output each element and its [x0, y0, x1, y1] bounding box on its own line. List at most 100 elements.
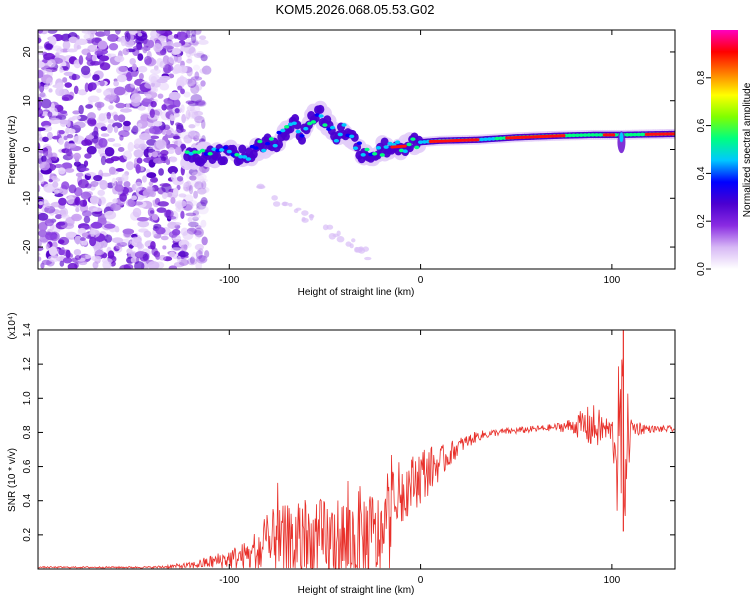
noise-blob	[272, 201, 281, 207]
noise-blob	[38, 30, 43, 34]
ridge-core-cell	[264, 141, 271, 146]
noise-blob	[62, 257, 73, 264]
ridge-core-cell	[375, 146, 382, 150]
noise-blob	[75, 38, 88, 46]
snr-frame	[37, 329, 676, 570]
noise-blob	[200, 54, 208, 62]
ridge-hot-segment	[505, 134, 566, 140]
noise-blob	[187, 100, 199, 107]
noise-blob	[195, 250, 203, 260]
noise-blob	[59, 119, 69, 125]
noise-blob	[160, 149, 169, 156]
noise-blob	[94, 101, 105, 109]
noise-blob	[115, 102, 126, 109]
ridge-core-cell	[241, 155, 248, 159]
ridge-core-cell	[628, 132, 634, 137]
noise-blob	[187, 217, 193, 223]
noise-blob	[31, 182, 37, 188]
ridge-core-cell	[498, 136, 504, 141]
noise-blob	[72, 110, 81, 115]
noise-blob	[101, 258, 113, 264]
ridge-core	[184, 113, 675, 161]
noise-blob	[85, 104, 94, 109]
noise-blob	[204, 250, 210, 258]
noise-blob	[358, 246, 364, 251]
ridge-core-cell	[406, 142, 412, 147]
noise-blob	[107, 119, 115, 124]
ridge-core-cell	[310, 120, 317, 124]
noise-blob	[194, 227, 204, 238]
noise-blob	[58, 129, 65, 135]
noise-blob	[190, 84, 200, 95]
noise-blob	[139, 132, 152, 141]
noise-blob	[71, 115, 82, 120]
noise-blob	[200, 196, 208, 207]
noise-blob	[122, 228, 135, 235]
noise-blob	[189, 105, 201, 114]
noise-blob	[174, 146, 182, 156]
ridge-core-cell	[379, 153, 385, 157]
ridge-core-cell	[207, 151, 213, 156]
noise-blob	[159, 82, 170, 91]
noise-blob	[193, 230, 202, 236]
noise-blob	[68, 36, 78, 44]
noise-blob	[188, 124, 196, 129]
noise-blob	[71, 73, 77, 81]
ridge-core-cell	[341, 123, 347, 127]
noise-blob	[195, 84, 203, 91]
noise-blob	[61, 61, 67, 67]
noise-blob	[34, 142, 38, 146]
noise-blob	[92, 74, 100, 81]
noise-blob	[57, 111, 68, 117]
noise-blob	[160, 235, 169, 241]
ridge-hot-segment	[428, 138, 480, 143]
noise-blob	[83, 215, 91, 224]
colorbar-tick-label: 0.4	[696, 166, 707, 180]
noise-blob	[196, 173, 207, 182]
noise-blob	[81, 139, 90, 146]
noise-blob	[138, 143, 148, 150]
noise-blob	[113, 86, 126, 96]
snr-xlabel: Height of straight line (km)	[298, 585, 415, 596]
noise-blob	[77, 179, 89, 189]
noise-blob	[155, 139, 167, 150]
noise-blob	[80, 191, 92, 200]
noise-blob	[195, 206, 201, 211]
noise-blob	[38, 45, 44, 50]
noise-blob	[191, 251, 198, 261]
noise-blob	[199, 68, 208, 74]
noise-blob	[131, 63, 137, 72]
noise-blob	[176, 31, 188, 41]
noise-blob	[149, 108, 155, 118]
noise-blob	[38, 169, 41, 175]
noise-blob	[149, 177, 158, 183]
noise-blob	[38, 184, 41, 193]
noise-blob	[160, 156, 167, 162]
noise-blob	[49, 117, 61, 125]
noise-blob	[117, 146, 125, 153]
noise-blob	[185, 180, 192, 191]
noise-blob	[113, 80, 120, 87]
spectrogram-xtick-label: -100	[219, 275, 239, 286]
noise-blob	[52, 135, 60, 140]
noise-blob	[150, 68, 161, 75]
noise-blob	[185, 100, 195, 105]
noise-blob	[48, 88, 53, 93]
noise-blob	[188, 81, 199, 85]
noise-blob	[322, 224, 329, 231]
noise-blob	[38, 256, 42, 262]
ridge-core-cell	[261, 148, 267, 153]
noise-blob	[99, 240, 108, 249]
noise-blob	[74, 262, 79, 269]
ridge-core-cell	[494, 136, 500, 141]
colorbar-ticks: 0.0 0.2 0.4 0.6 0.8	[696, 70, 711, 276]
noise-blob	[187, 200, 198, 206]
ridge-core-cell	[567, 133, 573, 138]
noise-blob	[98, 138, 108, 148]
noise-blob	[39, 161, 51, 171]
noise-blob	[57, 239, 65, 245]
noise-blob	[66, 119, 71, 128]
noise-blob	[151, 151, 158, 158]
noise-blob	[188, 229, 195, 235]
noise-blob	[78, 55, 84, 65]
